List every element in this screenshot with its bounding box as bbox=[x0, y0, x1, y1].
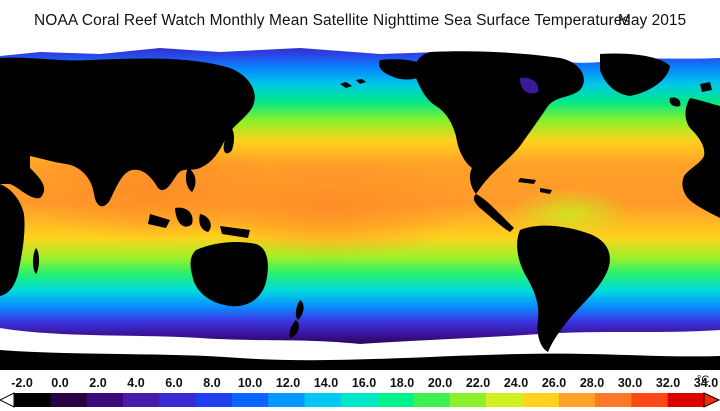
legend-tick-label: 28.0 bbox=[579, 376, 605, 390]
legend-color-swatch bbox=[667, 393, 705, 407]
legend-tick-label: 0.0 bbox=[51, 376, 69, 390]
legend-tick-label: 2.0 bbox=[89, 376, 107, 390]
sst-map bbox=[0, 38, 720, 370]
legend-color-swatch bbox=[50, 393, 88, 407]
legend-color-swatch bbox=[231, 393, 269, 407]
temperature-legend: -2.0 0.0 2.0 4.0 6.0 8.0 10.0 12.0 14.0 16.0 18.0 2… bbox=[0, 370, 720, 411]
legend-color-swatch bbox=[340, 393, 378, 407]
legend-tick-label: 22.0 bbox=[465, 376, 491, 390]
legend-tick-label: 30.0 bbox=[617, 376, 643, 390]
map-title: NOAA Coral Reef Watch Monthly Mean Satel… bbox=[34, 12, 631, 29]
legend-tick-label: -2.0 bbox=[11, 376, 33, 390]
legend-unit: °C bbox=[697, 374, 710, 386]
map-date: May 2015 bbox=[618, 12, 687, 29]
legend-tick-label: 10.0 bbox=[237, 376, 263, 390]
legend-color-swatch bbox=[195, 393, 233, 407]
legend-tick-label: 4.0 bbox=[127, 376, 145, 390]
legend-tick-label: 8.0 bbox=[203, 376, 221, 390]
legend-tick-label: 16.0 bbox=[351, 376, 377, 390]
legend-color-swatch bbox=[304, 393, 342, 407]
legend-color-swatch bbox=[377, 393, 414, 407]
legend-color-swatch bbox=[595, 393, 632, 407]
legend-tick-label: 26.0 bbox=[541, 376, 567, 390]
legend-min-arrow bbox=[0, 392, 15, 408]
legend-tick-label: 14.0 bbox=[313, 376, 339, 390]
legend-tick-label: 6.0 bbox=[165, 376, 183, 390]
legend-color-swatch bbox=[122, 393, 160, 407]
legend-color-swatch bbox=[558, 393, 596, 407]
legend-color-swatch bbox=[486, 393, 523, 407]
legend-color-swatch bbox=[14, 393, 51, 407]
legend-tick-label: 12.0 bbox=[275, 376, 301, 390]
legend-color-swatch bbox=[413, 393, 451, 407]
legend-color-swatch bbox=[159, 393, 197, 407]
legend-tick-label: 32.0 bbox=[655, 376, 681, 390]
legend-color-swatch bbox=[522, 393, 560, 407]
legend-tick-label: 18.0 bbox=[389, 376, 415, 390]
legend-color-swatch bbox=[86, 393, 124, 407]
legend-color-swatch bbox=[631, 393, 669, 407]
legend-color-swatch bbox=[268, 393, 306, 407]
legend-color-swatch bbox=[449, 393, 487, 407]
legend-tick-label: 24.0 bbox=[503, 376, 529, 390]
title-bar: NOAA Coral Reef Watch Monthly Mean Satel… bbox=[0, 4, 720, 38]
legend-colorbar bbox=[0, 392, 720, 408]
legend-tick-label: 20.0 bbox=[427, 376, 453, 390]
sst-map-svg bbox=[0, 38, 720, 370]
legend-max-arrow bbox=[703, 392, 720, 408]
legend-tick-labels: -2.0 0.0 2.0 4.0 6.0 8.0 10.0 12.0 14.0 16.0 18.0 2… bbox=[0, 374, 720, 392]
legend-tick-label: 34.0 bbox=[693, 376, 719, 390]
